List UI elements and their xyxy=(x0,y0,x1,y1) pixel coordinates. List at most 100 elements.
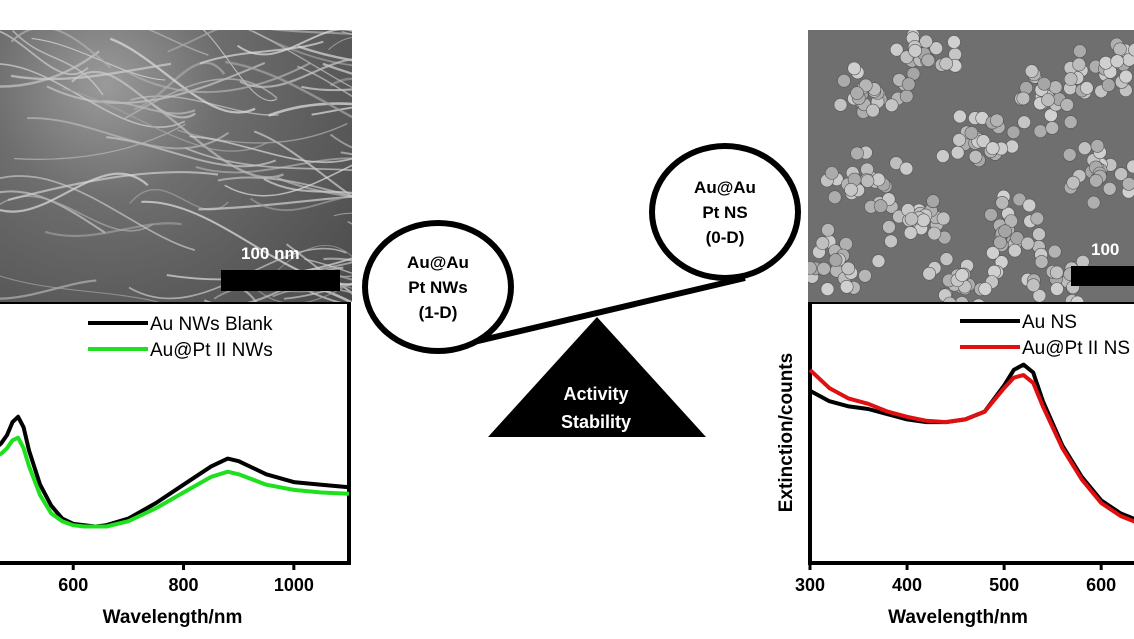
nanowire-strand xyxy=(184,147,352,171)
nanosphere-particle xyxy=(847,61,862,76)
triangle-line-stability: Stability xyxy=(560,412,631,432)
nanosphere-circle: Au@Au Pt NS (0-D) xyxy=(649,143,801,281)
nanosphere-particle xyxy=(950,145,965,160)
nanosphere-particle xyxy=(990,113,1004,128)
nanosphere-particle xyxy=(903,226,918,240)
x-tick-label: 500 xyxy=(989,575,1019,595)
nanosphere-particle xyxy=(908,43,922,58)
legend-label: Au@Pt II NWs xyxy=(150,340,273,361)
nanosphere-particle xyxy=(978,282,992,296)
balance-beam xyxy=(439,275,746,353)
nanosphere-particle xyxy=(873,199,888,213)
nanosphere-circle-label: Au@Au Pt NS (0-D) xyxy=(694,175,756,250)
nanowire-strand xyxy=(0,172,149,213)
nanosphere-particle xyxy=(922,266,936,281)
balance-diagram xyxy=(439,275,746,437)
nanosphere-texture xyxy=(808,30,1134,302)
nanosphere-particle xyxy=(858,78,873,93)
nanosphere-particle xyxy=(939,56,953,71)
nanosphere-particle xyxy=(976,134,991,148)
nanowire-strand xyxy=(236,30,352,56)
scale-bar xyxy=(1071,266,1134,286)
sem-image-nanospheres: 100 xyxy=(808,30,1134,302)
nanosphere-particle xyxy=(1089,174,1103,188)
nanosphere-particle xyxy=(901,77,916,92)
triangle-label: Activity Stability xyxy=(530,380,662,436)
nanowire-strand xyxy=(283,282,352,300)
nanowire-strand xyxy=(133,61,226,111)
nanowire-strand xyxy=(304,258,352,275)
nanowire-strand xyxy=(265,282,352,293)
nanosphere-particle xyxy=(952,133,966,147)
nanosphere-particle xyxy=(808,261,817,275)
nanosphere-particle xyxy=(927,226,942,241)
nanosphere-particle xyxy=(889,42,904,57)
nanosphere-particle xyxy=(820,282,835,296)
nanowire-strand xyxy=(329,133,352,149)
nanosphere-particle xyxy=(1006,125,1021,140)
nanosphere-particle xyxy=(1026,278,1041,292)
series-line xyxy=(808,368,1134,524)
nanosphere-particle xyxy=(1048,244,1062,259)
nanosphere-particle xyxy=(1126,159,1134,174)
nanosphere-particle xyxy=(1113,42,1127,57)
circle-line: Au@Au xyxy=(694,177,756,197)
nanosphere-particle xyxy=(1102,182,1117,196)
nanosphere-particle xyxy=(921,53,935,68)
nanosphere-particle xyxy=(939,252,954,266)
nanosphere-particle xyxy=(850,146,864,161)
nanosphere-particle xyxy=(1024,64,1039,78)
series-line xyxy=(809,362,1134,521)
nanowire-strand xyxy=(12,30,104,96)
nanosphere-particle xyxy=(899,161,914,176)
x-tick-label: 600 xyxy=(1086,575,1116,595)
nanowire-strand xyxy=(252,30,352,67)
nanosphere-particle xyxy=(995,196,1009,210)
nanosphere-particle xyxy=(1004,214,1018,228)
nanosphere-particle xyxy=(866,103,880,118)
nanosphere-particle xyxy=(1050,282,1064,296)
nanowire-strand xyxy=(198,195,352,211)
nanosphere-particle xyxy=(1070,295,1085,302)
nanosphere-particle xyxy=(1086,195,1101,210)
plot-frame xyxy=(0,302,351,565)
nanosphere-particle xyxy=(1063,115,1078,129)
nanosphere-particle xyxy=(1022,198,1037,213)
nanosphere-particle xyxy=(837,73,851,88)
nanowire-strand xyxy=(323,257,352,262)
plot-frame xyxy=(808,302,1134,565)
nanowire-strand xyxy=(177,122,348,144)
nanosphere-particle xyxy=(1033,124,1048,138)
nanosphere-particle xyxy=(1016,91,1031,106)
nanowire-strand xyxy=(0,30,89,76)
triangle-line-activity: Activity xyxy=(563,384,629,404)
nanosphere-particle xyxy=(1073,44,1087,58)
nanosphere-particle xyxy=(929,41,943,56)
nanowire-strand xyxy=(225,60,352,119)
nanowire-strand xyxy=(311,106,352,116)
nanosphere-particle xyxy=(993,235,1007,250)
nanosphere-particle xyxy=(815,236,830,250)
nanosphere-particle xyxy=(1032,227,1046,241)
nanosphere-particle xyxy=(953,109,967,124)
nanosphere-particle xyxy=(916,213,931,228)
nanowire-strand xyxy=(189,135,352,164)
nanosphere-particle xyxy=(904,212,919,226)
nanowire-strand xyxy=(62,87,268,152)
nanowire-strand xyxy=(250,197,342,212)
nanosphere-particle xyxy=(955,268,969,282)
nanowire-strand xyxy=(0,175,196,251)
scale-bar xyxy=(221,270,340,291)
nanosphere-particle xyxy=(1098,55,1113,70)
nanosphere-particle xyxy=(821,223,835,237)
nanosphere-particle xyxy=(871,254,886,268)
nanosphere-particle xyxy=(926,194,940,208)
nanosphere-particle xyxy=(968,150,983,164)
nanowire-circle: Au@Au Pt NWs (1-D) xyxy=(362,220,514,354)
nanowire-strand xyxy=(109,37,256,114)
circle-line: (0-D) xyxy=(705,227,745,247)
nanosphere-particle xyxy=(1062,148,1077,162)
x-tick-label: 800 xyxy=(169,575,199,595)
nanosphere-particle xyxy=(986,246,1000,260)
nanosphere-particle xyxy=(1050,265,1064,280)
